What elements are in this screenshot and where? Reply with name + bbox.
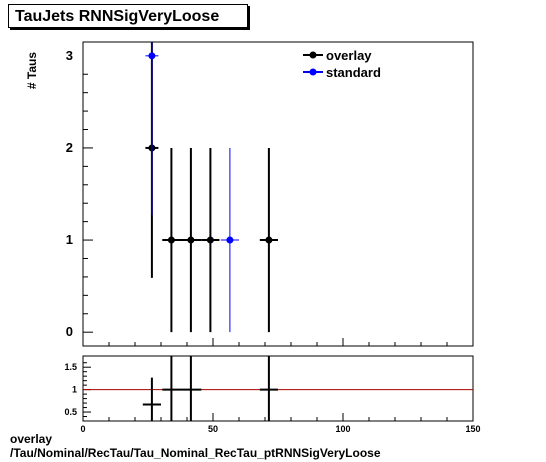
legend-label-standard: standard — [326, 65, 381, 80]
ratio-x-tick-label: 150 — [465, 424, 480, 434]
ratio-plot-frame — [82, 355, 474, 422]
main-y-tick-label: 2 — [66, 140, 73, 155]
footer-label-overlay: overlay — [10, 432, 53, 446]
ratio-y-tick-label: 1 — [72, 385, 77, 395]
ratio-x-tick-label: 50 — [208, 424, 218, 434]
main-y-axis-label: # Taus — [25, 52, 39, 89]
main-y-tick-label: 0 — [66, 324, 73, 339]
legend-label-overlay: overlay — [326, 48, 372, 63]
ratio-x-tick-label: 0 — [80, 424, 85, 434]
ratio-y-tick-label: 1.5 — [64, 362, 77, 372]
legend-marker-standard — [309, 68, 317, 76]
overlay-point-2 — [187, 236, 195, 244]
ratio-x-tick-label: 100 — [335, 424, 350, 434]
legend-marker-overlay — [309, 51, 317, 59]
standard-point-0 — [148, 52, 156, 60]
overlay-point-1 — [167, 236, 175, 244]
ratio-y-tick-label: 0.5 — [64, 407, 77, 417]
standard-point-1 — [226, 236, 234, 244]
overlay-point-4 — [265, 236, 273, 244]
overlay-point-3 — [206, 236, 214, 244]
main-y-tick-label: 1 — [66, 232, 73, 247]
main-plot-frame — [82, 41, 474, 347]
footer-label-path: /Tau/Nominal/RecTau/Tau_Nominal_RecTau_p… — [10, 446, 381, 460]
main-y-tick-label: 3 — [66, 48, 73, 63]
chart-title: TauJets RNNSigVeryLoose — [8, 4, 248, 28]
